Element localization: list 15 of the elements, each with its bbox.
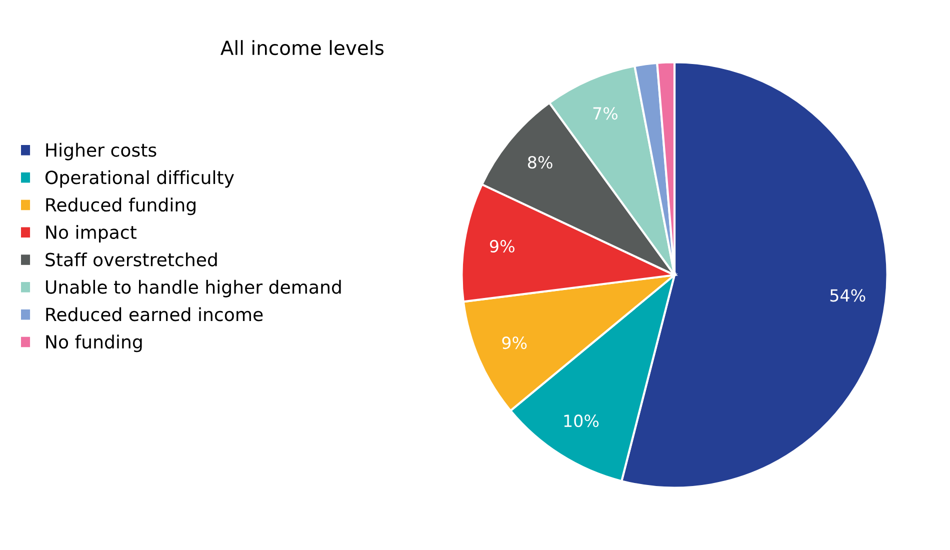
data-label: 54% xyxy=(830,289,866,302)
legend-label: No impact xyxy=(46,225,136,243)
legend-label: Staff overstretched xyxy=(46,252,217,266)
data-label: 10% xyxy=(564,414,599,428)
data-label: 9% xyxy=(490,240,514,253)
legend-label: Higher costs xyxy=(46,142,156,160)
data-label: 8% xyxy=(528,156,552,169)
legend-label: Reduced earned income xyxy=(46,307,263,322)
legend-label: Operational difficulty xyxy=(45,170,234,188)
data-label: 9% xyxy=(502,336,527,350)
chart-title: All income levels xyxy=(220,40,384,56)
legend-label: Unable to handle higher demand xyxy=(46,280,341,298)
legend-label: Reduced funding xyxy=(46,198,196,216)
legend-label: No funding xyxy=(46,334,142,352)
data-label: 7% xyxy=(593,107,618,120)
